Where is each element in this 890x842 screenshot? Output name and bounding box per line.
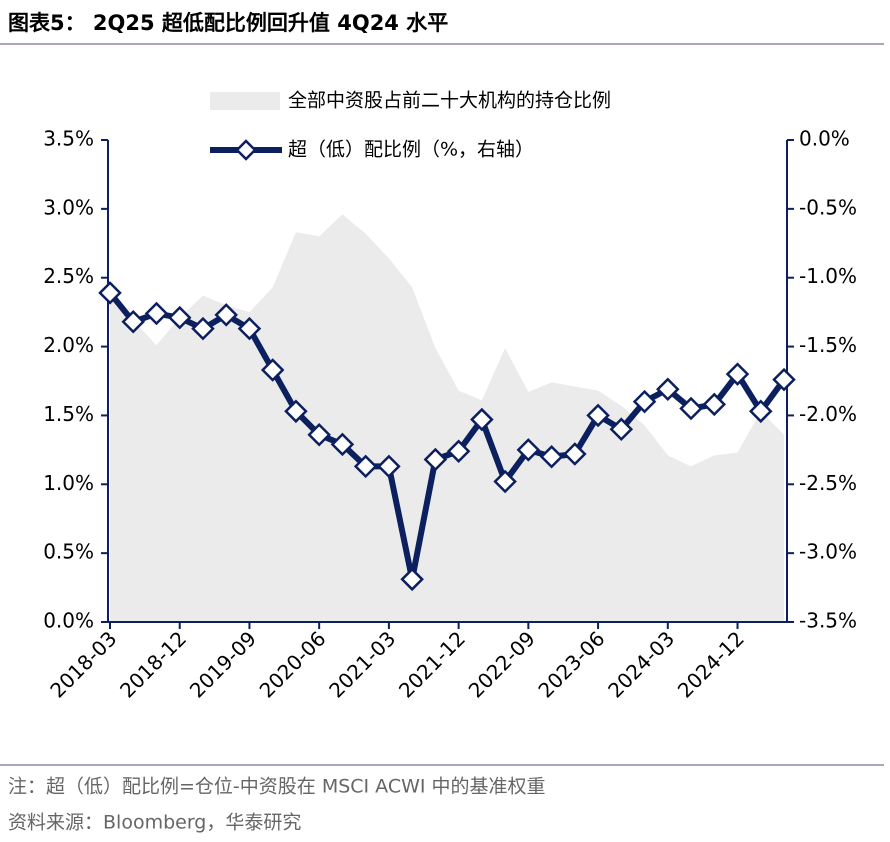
y2-tick-label: -3.0%	[799, 540, 857, 564]
marker	[470, 407, 494, 432]
marker	[121, 310, 146, 334]
chart-title: 图表5： 2Q25 超低配比例回升值 4Q24 水平	[8, 11, 448, 35]
y2-tick-label: -2.5%	[799, 471, 857, 495]
x-tick-label: 2023-06	[533, 626, 609, 702]
marker	[702, 392, 727, 417]
marker	[493, 469, 517, 494]
marker	[144, 301, 169, 326]
marker	[609, 417, 634, 441]
legend-label: 超（低）配比例（%，右轴）	[288, 139, 534, 161]
marker	[748, 399, 773, 424]
marker	[377, 454, 401, 479]
y-tick-label: 0.5%	[43, 540, 94, 564]
marker	[237, 316, 262, 341]
y2-tick-label: -2.0%	[799, 402, 857, 426]
x-tick-label: 2018-03	[45, 626, 121, 702]
marker	[191, 316, 215, 341]
y-tick-label: 1.5%	[43, 402, 94, 426]
y2-tick-label: 0.0%	[799, 127, 850, 151]
y2-tick-label: -0.5%	[799, 195, 857, 219]
x-tick-label: 2024-03	[603, 626, 679, 702]
marker	[656, 377, 680, 402]
marker	[167, 305, 192, 330]
y2-tick-label: -1.5%	[799, 333, 857, 357]
marker	[586, 403, 610, 428]
y-tick-label: 2.0%	[43, 333, 94, 357]
marker	[260, 358, 285, 382]
marker	[98, 281, 122, 305]
area	[110, 214, 784, 622]
marker	[353, 454, 378, 479]
x-tick-label: 2024-12	[673, 626, 749, 702]
marker	[772, 367, 796, 392]
source: 资料来源：Bloomberg，华泰研究	[8, 812, 301, 834]
y-tick-label: 0.0%	[43, 609, 94, 633]
x-tick-label: 2021-03	[324, 626, 400, 702]
legend-swatch	[210, 92, 280, 110]
marker	[679, 396, 703, 421]
marker	[539, 444, 564, 469]
marker	[284, 399, 308, 424]
x-tick-label: 2022-09	[464, 626, 540, 702]
marker	[563, 442, 587, 466]
y-tick-label: 2.5%	[43, 264, 94, 288]
marker	[516, 438, 541, 462]
marker	[307, 422, 331, 447]
marker	[725, 362, 750, 386]
x-tick-label: 2020-06	[255, 626, 331, 702]
y-tick-label: 3.5%	[43, 127, 94, 151]
note: 注：超（低）配比例=仓位-中资股在 MSCI ACWI 中的基准权重	[8, 776, 546, 798]
y-tick-label: 3.0%	[43, 195, 94, 219]
marker	[632, 389, 657, 414]
y2-tick-label: -1.0%	[799, 264, 857, 288]
marker	[400, 567, 424, 592]
legend-marker	[235, 139, 257, 161]
y-tick-label: 1.0%	[43, 471, 94, 495]
y2-tick-label: -3.5%	[799, 609, 857, 633]
marker	[423, 447, 448, 472]
x-tick-label: 2021-12	[394, 626, 470, 702]
x-tick-label: 2018-12	[115, 626, 191, 702]
legend-label: 全部中资股占前二十大机构的持仓比例	[288, 90, 611, 112]
marker	[330, 432, 355, 457]
x-tick-label: 2019-09	[185, 626, 261, 702]
marker	[214, 303, 238, 327]
marker	[446, 439, 471, 464]
